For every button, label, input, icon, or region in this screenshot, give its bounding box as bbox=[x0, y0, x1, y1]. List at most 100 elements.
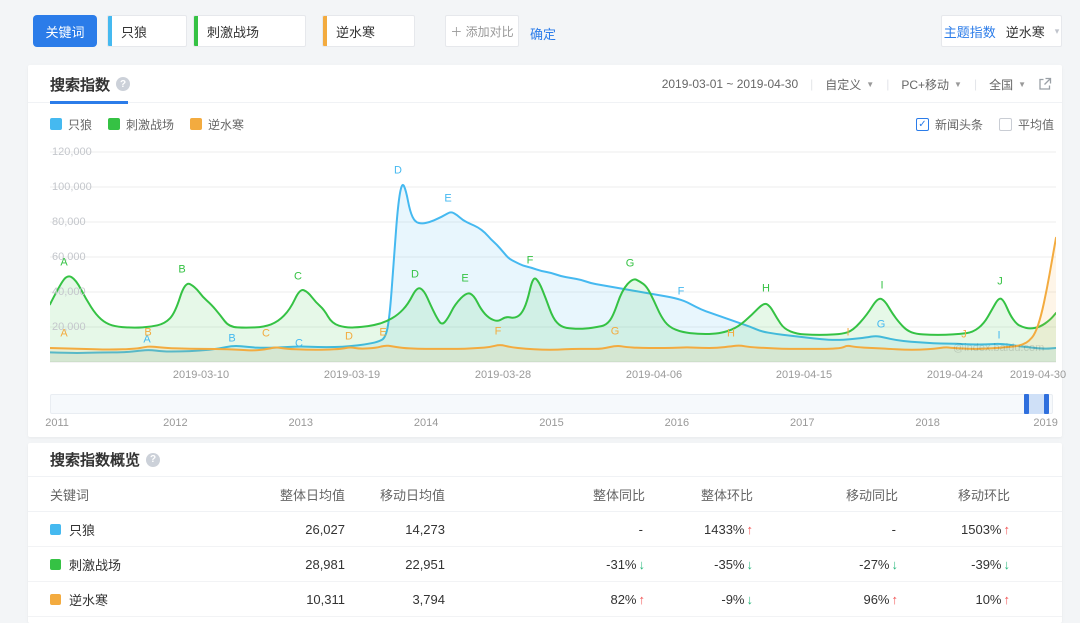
news-event-marker[interactable]: G bbox=[610, 325, 620, 338]
device-select[interactable]: PC+移动 ▼ bbox=[901, 76, 962, 93]
chart-controls: 2019-03-01 ~ 2019-04-30 | 自定义 ▼ | PC+移动 … bbox=[662, 65, 1052, 103]
legend-item-justice[interactable]: 逆水寒 bbox=[190, 116, 244, 133]
average-checkbox[interactable]: 平均值 bbox=[998, 116, 1054, 133]
range-mode-select[interactable]: 自定义 ▼ bbox=[825, 76, 874, 93]
device-label: PC+移动 bbox=[901, 77, 950, 92]
news-event-marker[interactable]: B bbox=[178, 263, 186, 276]
news-event-marker[interactable]: D bbox=[411, 268, 419, 281]
legend-label: 只狼 bbox=[68, 117, 93, 132]
time-range-slider[interactable] bbox=[50, 394, 1053, 414]
help-icon[interactable]: ? bbox=[146, 452, 161, 467]
region-label: 全国 bbox=[989, 77, 1014, 92]
chart-checkboxes: ✓ 新闻头条 平均值 bbox=[915, 116, 1054, 133]
region-select[interactable]: 全国 ▼ bbox=[989, 76, 1026, 93]
legend-item-pubg[interactable]: 刺激战场 bbox=[108, 116, 174, 133]
keyword-chip-label: 只狼 bbox=[121, 24, 148, 40]
x-axis-tick: 2019-04-06 bbox=[625, 369, 683, 381]
news-event-marker[interactable]: H bbox=[762, 282, 770, 295]
year-label: 2011 bbox=[45, 417, 69, 429]
news-event-marker[interactable]: B bbox=[144, 326, 152, 339]
legend-label: 逆水寒 bbox=[208, 117, 245, 132]
news-event-marker[interactable]: A bbox=[60, 327, 68, 340]
legend-item-sekiro[interactable]: 只狼 bbox=[50, 116, 92, 133]
mobile-mom-value: 1503% ↑ bbox=[961, 521, 1010, 537]
keyword-name: 逆水寒 bbox=[69, 592, 109, 608]
keyword-chip-sekiro[interactable]: 只狼 bbox=[107, 15, 187, 47]
news-event-marker[interactable]: G bbox=[876, 318, 886, 331]
watermark: @index.baidu.com bbox=[953, 342, 1045, 354]
divider: | bbox=[973, 77, 978, 91]
x-axis-tick: 2019-04-30 bbox=[1009, 369, 1067, 381]
news-event-marker[interactable]: C bbox=[262, 327, 270, 340]
overall-avg-value: 10,311 bbox=[306, 591, 345, 607]
x-axis-tick: 2019-04-24 bbox=[926, 369, 984, 381]
trend-arrow-icon: ↓ bbox=[638, 556, 646, 572]
news-headline-checkbox[interactable]: ✓ 新闻头条 bbox=[915, 116, 983, 133]
keyword-swatch bbox=[50, 593, 61, 605]
news-event-marker[interactable]: A bbox=[143, 333, 151, 346]
confirm-link[interactable]: 确定 bbox=[530, 27, 557, 42]
keyword-chip-justice[interactable]: 逆水寒 bbox=[322, 15, 415, 47]
mobile-yoy-value: - bbox=[891, 521, 896, 537]
top-search-bar: 关键词 只狼 刺激战场 逆水寒 ＋ 添加对比 确定 主题指数 逆水寒 ▾ bbox=[0, 0, 1080, 62]
add-compare-button[interactable]: ＋ 添加对比 bbox=[445, 15, 519, 47]
keyword-chip-label: 逆水寒 bbox=[336, 24, 376, 40]
help-icon[interactable]: ? bbox=[116, 77, 131, 91]
tab-search-index[interactable]: 搜索指数 ? bbox=[50, 65, 131, 104]
trend-chart[interactable]: @index.baidu.com 120,000 100,000 80,000 60,… bbox=[50, 145, 1066, 381]
news-event-marker[interactable]: E bbox=[444, 192, 452, 205]
keyword-cell: 只狼 bbox=[50, 520, 250, 539]
news-event-marker[interactable]: C bbox=[294, 270, 302, 283]
checkbox-unchecked-icon bbox=[998, 117, 1012, 131]
keyword-button[interactable]: 关键词 bbox=[33, 15, 97, 47]
divider: | bbox=[810, 77, 814, 91]
topic-index-switcher[interactable]: 主题指数 逆水寒 ▾ bbox=[941, 15, 1062, 47]
news-event-marker[interactable]: I bbox=[997, 329, 1001, 342]
news-event-marker[interactable]: D bbox=[345, 330, 353, 343]
news-event-marker[interactable]: H bbox=[727, 327, 735, 340]
keyword-swatch bbox=[50, 558, 61, 570]
news-event-marker[interactable]: I bbox=[846, 326, 850, 339]
index-overview-card: 搜索指数概览 ? 关键词 整体日均值 移动日均值 整体同比 整体环比 移动同比 … bbox=[28, 443, 1062, 623]
slider-handle-left[interactable] bbox=[1024, 394, 1029, 414]
trend-arrow-icon: ↓ bbox=[891, 556, 899, 572]
table-header-row: 关键词 整体日均值 移动日均值 整体同比 整体环比 移动同比 移动环比 bbox=[28, 477, 1062, 512]
mobile-avg-value: 22,951 bbox=[405, 556, 445, 572]
news-event-marker[interactable]: G bbox=[625, 257, 635, 270]
col-keyword: 关键词 bbox=[50, 487, 90, 503]
chevron-down-icon: ▾ bbox=[1054, 25, 1060, 36]
keyword-chip-pubg[interactable]: 刺激战场 bbox=[193, 15, 306, 47]
year-label: 2018 bbox=[915, 417, 940, 429]
keyword-swatch bbox=[50, 523, 61, 535]
keyword-cell: 逆水寒 bbox=[50, 590, 250, 609]
col-overall-yoy: 整体同比 bbox=[592, 487, 645, 503]
news-event-marker[interactable]: C bbox=[295, 337, 303, 350]
legend-row: 只狼 刺激战场 逆水寒 ✓ 新闻头条 平均值 bbox=[50, 115, 1054, 133]
news-event-marker[interactable]: A bbox=[60, 256, 68, 269]
table-row[interactable]: 刺激战场 28,981 22,951 -31% ↓ -35% ↓ -27% ↓ -39… bbox=[28, 547, 1062, 582]
keyword-color-bar bbox=[108, 16, 112, 46]
chevron-down-icon: ▼ bbox=[1018, 79, 1026, 89]
news-event-marker[interactable]: J bbox=[997, 275, 1003, 288]
news-event-marker[interactable]: B bbox=[228, 332, 236, 345]
external-link-icon[interactable] bbox=[1038, 77, 1052, 91]
news-event-marker[interactable]: I bbox=[880, 279, 884, 292]
y-axis-tick: 20,000 bbox=[52, 321, 86, 333]
year-label: 2017 bbox=[790, 417, 815, 429]
topic-index-label[interactable]: 主题指数 bbox=[943, 24, 996, 40]
news-headline-label: 新闻头条 bbox=[934, 117, 983, 132]
overall-avg-value: 28,981 bbox=[305, 556, 345, 572]
slider-handle-right[interactable] bbox=[1044, 394, 1049, 414]
news-event-marker[interactable]: F bbox=[677, 285, 685, 298]
news-event-marker[interactable]: F bbox=[494, 325, 502, 338]
news-event-marker[interactable]: D bbox=[394, 164, 402, 177]
news-event-marker[interactable]: F bbox=[526, 254, 534, 267]
news-event-marker[interactable]: E bbox=[461, 272, 469, 285]
x-axis-tick: 2019-03-28 bbox=[474, 369, 532, 381]
y-axis-tick: 100,000 bbox=[52, 181, 92, 193]
table-row[interactable]: 只狼 26,027 14,273 - 1433% ↑ - 1503% ↑ bbox=[28, 512, 1062, 547]
y-axis-tick: 60,000 bbox=[52, 251, 86, 263]
news-event-marker[interactable]: J bbox=[961, 328, 967, 341]
slider-selection[interactable] bbox=[1024, 394, 1049, 414]
news-event-marker[interactable]: E bbox=[379, 326, 387, 339]
